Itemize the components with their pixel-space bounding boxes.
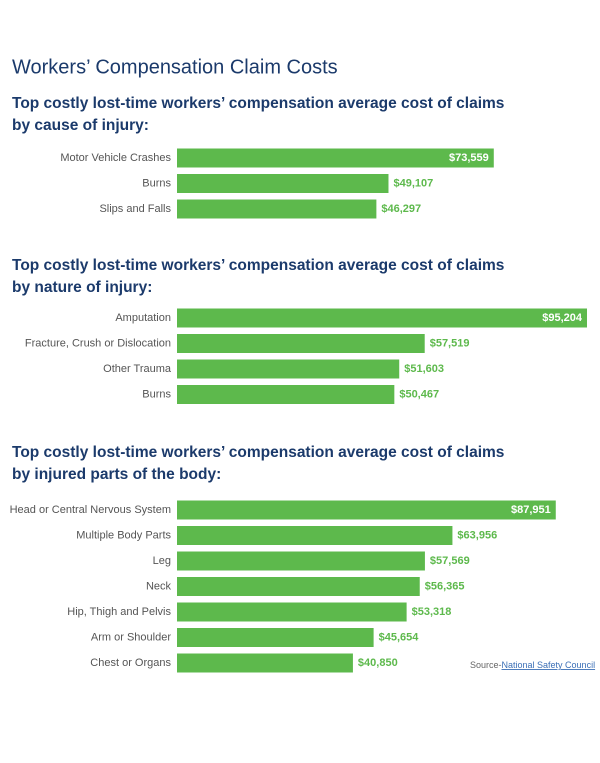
value-label: $57,519	[430, 337, 470, 349]
value-label: $50,467	[399, 388, 439, 400]
value-label: $49,107	[393, 177, 433, 189]
bar	[177, 148, 494, 168]
category-label: Burns	[142, 177, 171, 189]
bar	[177, 174, 389, 193]
value-label: $95,204	[542, 312, 583, 324]
category-label: Head or Central Nervous System	[10, 504, 171, 516]
bar	[177, 500, 556, 520]
value-label: $87,951	[511, 504, 551, 516]
category-label: Neck	[146, 580, 172, 592]
bar	[177, 602, 407, 622]
category-label: Slips and Falls	[99, 203, 171, 215]
bar	[177, 308, 587, 328]
bar	[177, 385, 395, 404]
value-label: $73,559	[449, 152, 489, 164]
category-label: Other Trauma	[103, 363, 172, 375]
chart-title: Top costly lost-time workers’ compensati…	[12, 95, 504, 112]
chart-title: by nature of injury:	[12, 279, 152, 296]
category-label: Motor Vehicle Crashes	[60, 152, 171, 164]
source-link[interactable]: National Safety Council	[502, 660, 596, 670]
value-label: $57,569	[430, 555, 470, 567]
value-label: $56,365	[425, 580, 465, 592]
category-label: Arm or Shoulder	[91, 631, 171, 643]
bar	[177, 551, 425, 571]
chart-title: Top costly lost-time workers’ compensati…	[12, 444, 504, 461]
bar	[177, 628, 374, 647]
bar	[177, 577, 420, 596]
value-label: $46,297	[381, 203, 421, 215]
bar	[177, 199, 377, 219]
category-label: Burns	[142, 388, 171, 400]
chart-title: by cause of injury:	[12, 117, 149, 134]
category-label: Multiple Body Parts	[76, 529, 171, 541]
value-label: $45,654	[379, 631, 420, 643]
bar	[177, 334, 425, 353]
bar	[177, 359, 400, 379]
chart-title: by injured parts of the body:	[12, 466, 221, 483]
category-label: Amputation	[115, 312, 171, 324]
source-prefix: Source-	[470, 660, 502, 670]
value-label: $51,603	[404, 363, 444, 375]
value-label: $40,850	[358, 657, 398, 669]
category-label: Chest or Organs	[90, 657, 171, 669]
value-label: $63,956	[457, 529, 497, 541]
page-title: Workers’ Compensation Claim Costs	[12, 56, 338, 78]
source: Source-National Safety Council	[470, 660, 595, 670]
bar	[177, 526, 453, 545]
category-label: Leg	[153, 555, 171, 567]
category-label: Hip, Thigh and Pelvis	[67, 606, 171, 618]
bar	[177, 653, 353, 673]
chart-title: Top costly lost-time workers’ compensati…	[12, 257, 504, 274]
category-label: Fracture, Crush or Dislocation	[25, 337, 171, 349]
value-label: $53,318	[412, 606, 452, 618]
